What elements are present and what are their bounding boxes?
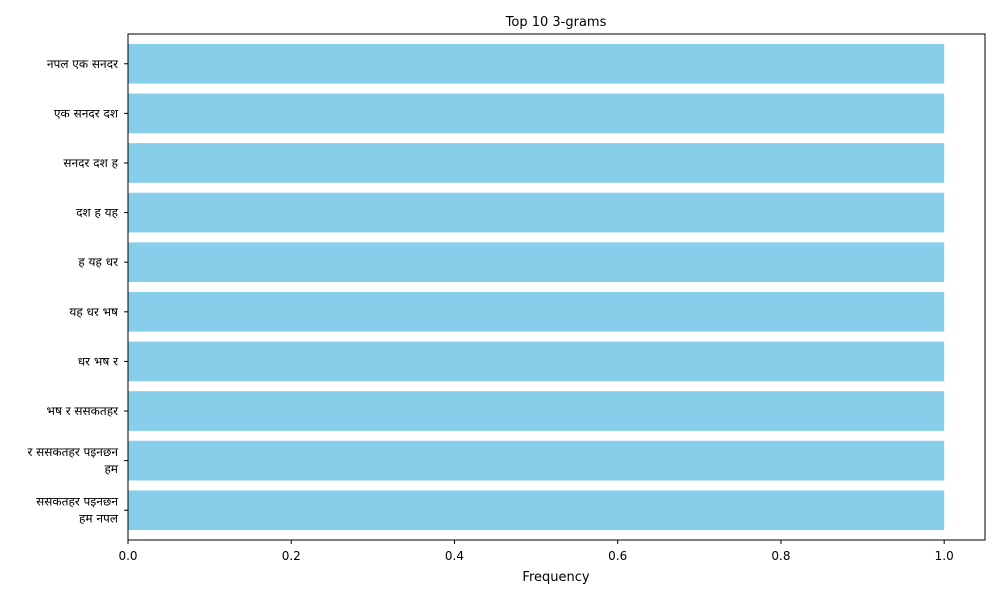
bar bbox=[128, 192, 945, 233]
bar bbox=[128, 93, 945, 134]
y-tick-label: धर भष र bbox=[78, 354, 119, 368]
x-tick-label: 1.0 bbox=[935, 549, 954, 563]
x-tick-label: 0.2 bbox=[282, 549, 301, 563]
x-axis: 0.0 0.2 0.4 0.6 0.8 1.0 bbox=[118, 540, 954, 563]
bar bbox=[128, 291, 945, 332]
y-tick-label: हम नपल bbox=[79, 512, 119, 526]
chart-title: Top 10 3-grams bbox=[505, 15, 607, 30]
y-tick-label: यह धर भष bbox=[69, 305, 119, 319]
x-tick-label: 0.6 bbox=[608, 549, 627, 563]
y-tick-label: ह यह धर bbox=[78, 255, 119, 269]
bar bbox=[128, 43, 945, 84]
bar bbox=[128, 391, 945, 431]
plot-frame bbox=[127, 33, 986, 541]
bar bbox=[128, 143, 945, 183]
y-tick-label: भष र ससकतहर bbox=[47, 404, 120, 418]
bar bbox=[128, 490, 945, 531]
bar bbox=[128, 341, 945, 382]
bar bbox=[128, 242, 945, 283]
y-tick-label: र ससकतहर पइनछन bbox=[27, 445, 118, 459]
y-tick-label: सनदर दश ह bbox=[63, 156, 118, 170]
y-tick-label: एक सनदर दश bbox=[54, 106, 119, 120]
bars-layer bbox=[128, 43, 945, 531]
bar bbox=[128, 440, 945, 481]
y-tick-label: हम bbox=[104, 462, 118, 476]
x-tick-label: 0.8 bbox=[771, 549, 790, 563]
y-tick-label: नपल एक सनदर bbox=[47, 57, 119, 71]
x-axis-label: Frequency bbox=[522, 570, 589, 585]
y-tick-label: ससकतहर पइनछन bbox=[36, 495, 118, 509]
y-axis: नपल एक सनदर एक सनदर दश सनदर दश ह दश ह यह ह य… bbox=[27, 57, 128, 526]
y-tick-label: दश ह यह bbox=[76, 206, 118, 220]
x-tick-label: 0.0 bbox=[118, 549, 137, 563]
x-tick-label: 0.4 bbox=[445, 549, 464, 563]
